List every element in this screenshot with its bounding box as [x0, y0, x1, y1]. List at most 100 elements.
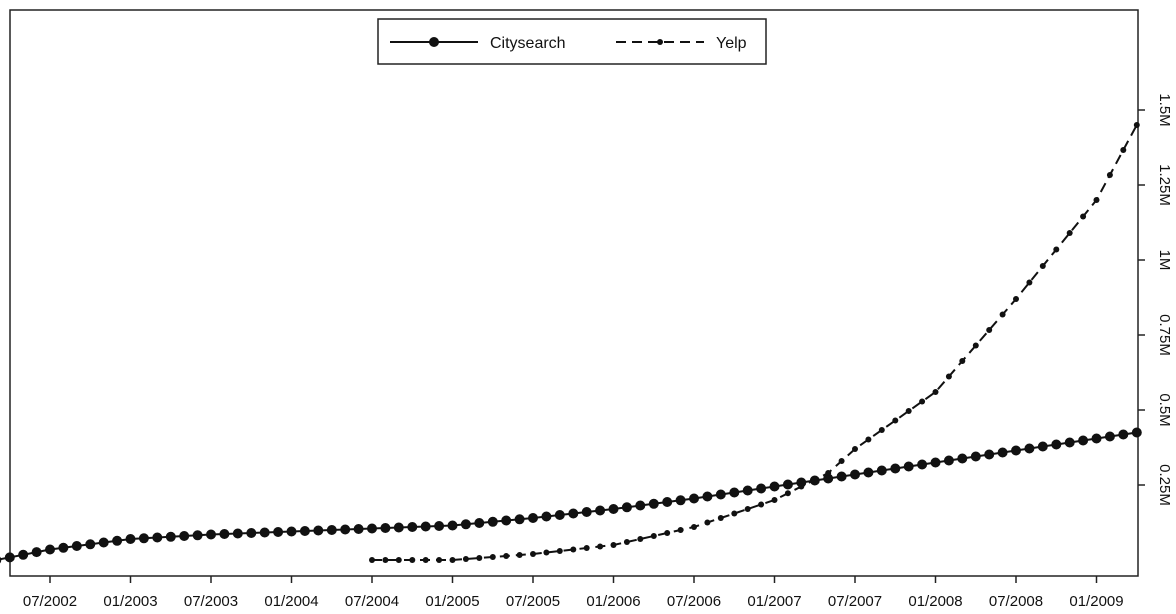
data-point-yelp [1066, 230, 1073, 236]
legend: Citysearch Yelp [377, 18, 767, 65]
legend-marker-yelp [657, 39, 663, 45]
data-point-yelp [409, 557, 416, 563]
data-point-yelp [369, 557, 375, 563]
data-point-citysearch [850, 469, 860, 480]
data-point-citysearch [31, 547, 42, 558]
data-point-citysearch [152, 532, 163, 543]
data-point-citysearch [18, 549, 29, 560]
data-point-citysearch [675, 495, 686, 506]
data-point-citysearch [863, 467, 874, 478]
data-point-yelp [717, 515, 724, 521]
data-point-citysearch [769, 481, 780, 492]
data-point-yelp [865, 436, 872, 443]
data-point-citysearch [58, 542, 69, 553]
data-point-yelp [623, 539, 630, 545]
data-point-yelp [516, 552, 523, 558]
data-point-yelp [919, 398, 926, 405]
x-tick-label: 01/2005 [425, 593, 479, 610]
data-point-citysearch [138, 533, 149, 544]
x-tick-label: 01/2006 [586, 593, 640, 610]
data-point-yelp [610, 542, 617, 548]
data-point-yelp [811, 476, 818, 483]
data-point-yelp [1093, 197, 1100, 203]
y-tick-label: 0.5M [1156, 393, 1173, 426]
data-point-citysearch [595, 505, 606, 516]
data-point-yelp [959, 358, 966, 364]
x-tick-label: 07/2002 [23, 593, 77, 610]
data-point-yelp [503, 553, 510, 559]
data-point-yelp [462, 556, 469, 562]
data-point-yelp [1133, 122, 1140, 128]
data-point-yelp [771, 497, 778, 503]
data-point-citysearch [112, 535, 123, 546]
data-point-citysearch [232, 528, 243, 539]
data-point-citysearch [434, 521, 445, 531]
data-point-yelp [878, 427, 885, 433]
data-point-citysearch [903, 461, 914, 472]
data-point-yelp [583, 545, 590, 551]
series-line-yelp [372, 124, 1138, 561]
data-point-citysearch [98, 537, 109, 548]
data-point-yelp [1013, 296, 1019, 302]
data-point-citysearch [259, 527, 270, 538]
data-point-citysearch [0, 556, 2, 564]
data-point-citysearch [514, 514, 525, 525]
data-point-yelp [932, 389, 939, 395]
data-point-citysearch [1011, 445, 1021, 456]
data-point-citysearch [501, 515, 512, 526]
data-point-citysearch [836, 471, 847, 482]
data-point-yelp [597, 543, 604, 550]
data-point-citysearch [782, 479, 793, 490]
data-point-citysearch [621, 502, 632, 513]
data-point-citysearch [662, 497, 673, 507]
data-point-citysearch [890, 463, 901, 474]
data-point-citysearch [380, 523, 391, 533]
data-point-citysearch [460, 519, 471, 530]
data-point-citysearch [71, 541, 82, 551]
data-point-citysearch [85, 539, 96, 550]
data-point-yelp [691, 524, 697, 530]
data-point-yelp [1080, 213, 1087, 220]
data-point-yelp [784, 490, 791, 497]
data-point-citysearch [246, 528, 257, 538]
data-point-citysearch [125, 534, 136, 544]
data-point-citysearch [367, 523, 377, 534]
data-point-yelp [758, 501, 765, 508]
data-point-yelp [704, 519, 711, 526]
data-point-yelp [476, 555, 483, 561]
data-point-citysearch [299, 526, 310, 536]
data-point-citysearch [1118, 429, 1129, 440]
x-tick-label: 07/2006 [667, 593, 721, 610]
series-layer [0, 122, 1142, 564]
data-point-citysearch [393, 522, 404, 533]
data-point-citysearch [930, 457, 941, 468]
data-point-citysearch [984, 449, 995, 460]
data-point-citysearch [917, 459, 928, 470]
data-point-citysearch [581, 507, 592, 517]
data-point-yelp [1106, 172, 1113, 178]
data-point-citysearch [715, 489, 726, 500]
y-tick-label: 1.5M [1156, 93, 1173, 126]
data-point-yelp [1026, 279, 1033, 286]
data-point-citysearch [702, 491, 713, 502]
data-point-citysearch [608, 504, 619, 514]
data-point-citysearch [286, 526, 297, 537]
data-point-citysearch [487, 516, 498, 527]
data-point-yelp [945, 373, 952, 380]
data-point-citysearch [541, 511, 552, 522]
data-point-citysearch [1024, 443, 1035, 454]
data-point-citysearch [165, 531, 176, 542]
data-point-citysearch [1104, 431, 1115, 442]
data-point-yelp [798, 483, 805, 490]
data-point-citysearch [407, 522, 418, 532]
data-point-citysearch [447, 520, 458, 531]
data-point-yelp [677, 527, 684, 533]
data-point-yelp [1053, 246, 1060, 253]
data-point-citysearch [943, 455, 954, 466]
y-tick-label: 0.25M [1156, 464, 1173, 506]
data-point-citysearch [648, 498, 659, 509]
data-point-yelp [422, 557, 429, 563]
data-point-citysearch [528, 513, 538, 523]
data-point-yelp [838, 458, 845, 464]
